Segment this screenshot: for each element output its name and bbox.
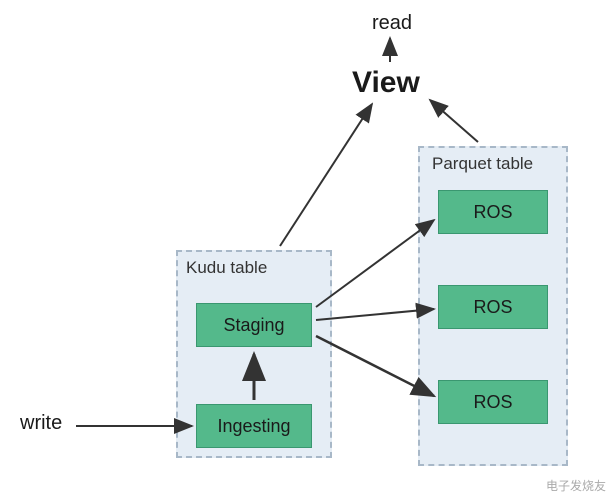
- ros-node-3: ROS: [438, 380, 548, 424]
- view-label: View: [352, 66, 420, 100]
- kudu-table-label: Kudu table: [186, 258, 267, 278]
- write-label: write: [20, 412, 62, 435]
- edge-kudu-view: [280, 104, 372, 246]
- ros-label-2: ROS: [473, 297, 512, 318]
- ingesting-node: Ingesting: [196, 404, 312, 448]
- edge-staging-ros1: [316, 220, 434, 307]
- edge-staging-ros3: [316, 336, 434, 396]
- ingesting-label: Ingesting: [217, 416, 290, 437]
- ros-node-2: ROS: [438, 285, 548, 329]
- read-label: read: [372, 12, 412, 35]
- staging-label: Staging: [223, 315, 284, 336]
- ros-node-1: ROS: [438, 190, 548, 234]
- edge-staging-ros2: [316, 309, 434, 320]
- ros-label-1: ROS: [473, 202, 512, 223]
- parquet-table-label: Parquet table: [432, 154, 533, 174]
- edge-parquet-view: [430, 100, 478, 142]
- staging-node: Staging: [196, 303, 312, 347]
- ros-label-3: ROS: [473, 392, 512, 413]
- watermark-text: 电子发烧友: [546, 477, 606, 494]
